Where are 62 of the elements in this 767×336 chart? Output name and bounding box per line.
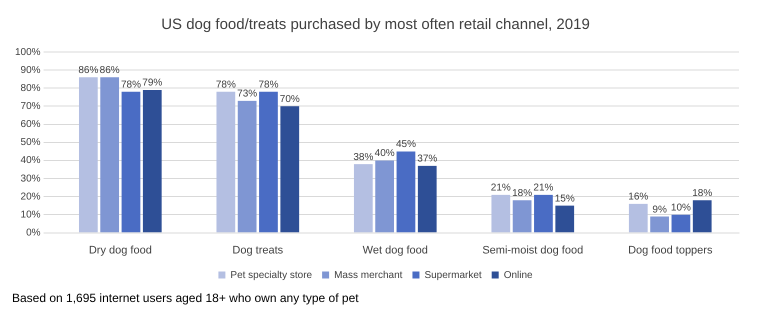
y-tick-label: 20%	[20, 191, 41, 202]
bar	[418, 166, 437, 232]
bar	[142, 90, 162, 232]
chart-title: US dog food/treats purchased by most often retail channel, 2019	[161, 16, 590, 34]
text: Based on 1,695 internet users aged 18+ who own any type of pet	[12, 290, 360, 306]
data-label: 21%	[490, 182, 511, 194]
data-label: 86%	[78, 65, 98, 76]
bar	[354, 164, 373, 232]
bar	[534, 194, 553, 232]
bar	[491, 194, 510, 232]
data-label: 18%	[512, 188, 532, 200]
data-label: 37%	[417, 154, 438, 165]
y-tick-label: 40%	[20, 155, 41, 166]
y-tick-label: 100%	[15, 46, 41, 58]
bar	[216, 92, 236, 232]
bar	[672, 214, 690, 232]
y-tick-label: 50%	[20, 137, 41, 148]
legend-label: Online	[504, 270, 534, 281]
data-label: 78%	[120, 80, 142, 91]
x-tick-label: Semi-moist dog food	[482, 244, 584, 256]
data-label: 45%	[396, 139, 416, 150]
y-tick-label: 80%	[20, 82, 41, 94]
y-tick-label: 10%	[20, 209, 41, 220]
data-label: 21%	[533, 182, 554, 194]
y-tick-label: 70%	[20, 100, 41, 112]
legend-label: Supermarket	[424, 270, 482, 281]
y-tick-label: 0%	[26, 228, 41, 239]
bar	[512, 200, 532, 232]
data-label: 78%	[258, 80, 279, 91]
data-label: 38%	[353, 152, 374, 163]
bar	[692, 200, 712, 232]
data-label: 15%	[554, 193, 575, 204]
y-tick-label: 90%	[20, 64, 41, 76]
x-tick-label: Dog treats	[232, 244, 284, 256]
x-tick-label: Wet dog food	[362, 244, 428, 256]
data-label: 78%	[216, 80, 236, 91]
bar	[78, 77, 98, 232]
data-label: 73%	[237, 88, 258, 100]
data-label: 40%	[374, 148, 395, 160]
bar	[100, 77, 120, 232]
bar	[280, 106, 300, 232]
data-label: 18%	[692, 188, 712, 200]
bar	[259, 92, 278, 232]
bar	[238, 100, 257, 232]
y-tick-label: 60%	[20, 119, 41, 130]
bar	[628, 204, 648, 232]
data-label: 16%	[628, 192, 648, 203]
x-tick-label: Dry dog food	[88, 244, 152, 256]
bar	[396, 151, 416, 232]
y-tick-label: 30%	[20, 173, 41, 184]
x-tick-label: Dog food toppers	[628, 244, 713, 256]
bar	[375, 160, 394, 232]
data-label: 9%	[652, 204, 667, 216]
data-label: 70%	[280, 94, 300, 105]
bar	[122, 92, 140, 232]
legend-label: Mass merchant	[334, 270, 403, 281]
legend-label: Pet specialty store	[230, 270, 313, 281]
data-label: 86%	[100, 65, 120, 76]
data-label: 79%	[142, 78, 162, 89]
bar	[555, 206, 574, 232]
data-label: 10%	[670, 202, 692, 214]
bar	[650, 216, 669, 232]
